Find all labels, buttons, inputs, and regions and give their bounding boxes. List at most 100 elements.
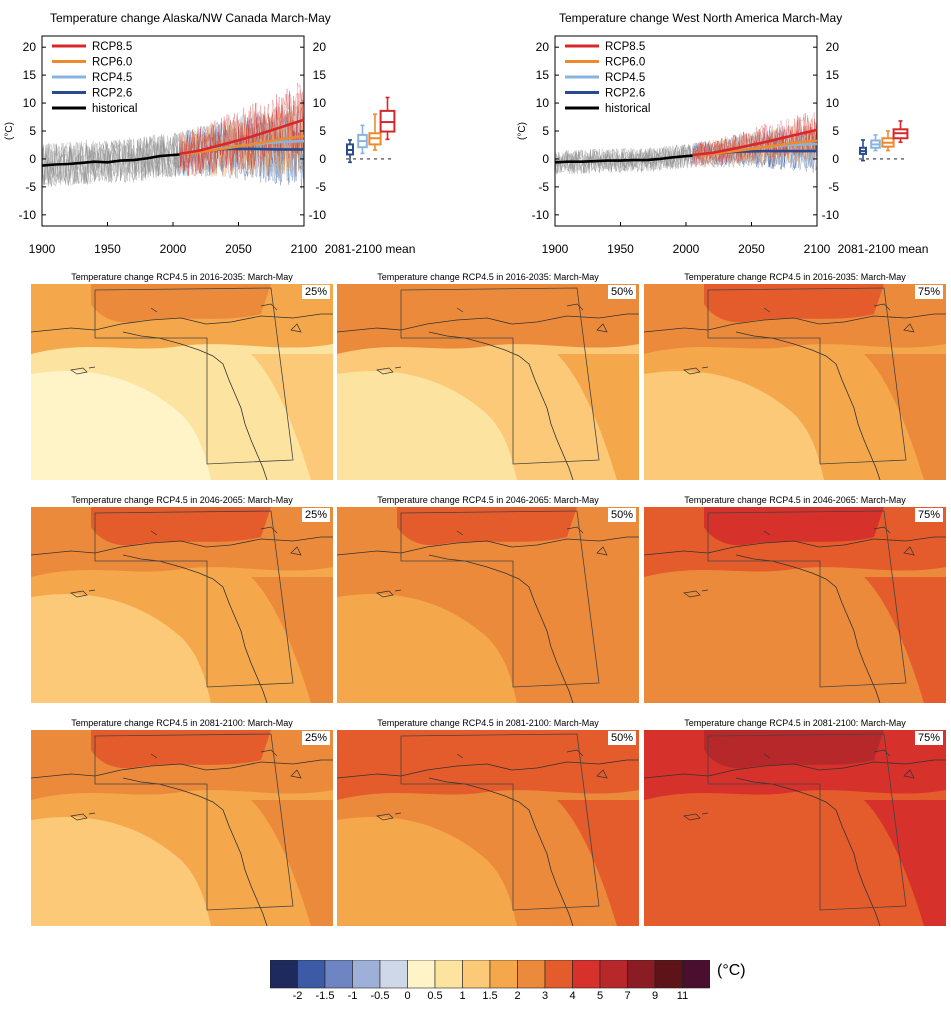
legend-label: RCP4.5 (605, 72, 645, 84)
map-interior-warm (251, 354, 333, 480)
map-cool-region (644, 593, 824, 703)
timeseries-panel-alaska: Temperature change Alaska/NW Canada Marc… (0, 0, 470, 262)
y-tick-label-right: 5 (319, 124, 326, 138)
islands (683, 303, 915, 375)
timeseries-chart-alaska: 20 20 15 15 10 10 5 5 0 0 -5 -5 -10 -10 1900 1950 2000 20… (4, 35, 415, 256)
rcp60-mean-line (179, 134, 305, 156)
percentile-label: 25% (302, 508, 331, 522)
map-title: Temperature change RCP4.5 in 2046-2065: … (377, 495, 599, 505)
region-box (94, 733, 294, 911)
rcp60-spread-line (692, 125, 818, 167)
historical-spread-line (554, 146, 693, 173)
map-interior-warm (557, 577, 639, 703)
map-field (337, 507, 639, 703)
colorbar-swatches (270, 960, 710, 989)
map-title: Temperature change RCP4.5 in 2046-2065: … (684, 495, 906, 505)
y-tick-label: 0 (542, 152, 549, 166)
y-tick-label: 20 (23, 40, 37, 54)
legend-label: RCP6.0 (92, 57, 132, 69)
colorbar-swatch (434, 960, 463, 989)
map-title: Temperature change RCP4.5 in 2081-2100: … (377, 718, 599, 728)
colorbar-label: 7 (624, 990, 631, 1002)
historical-mean-line (554, 154, 693, 164)
colorbar-label: -0.5 (370, 990, 390, 1002)
rcp26-spread-line (179, 113, 305, 186)
rcp26-spread-line (692, 133, 818, 171)
timeseries-chart-west-north-america: 20 20 15 15 10 10 5 5 0 0 -5 -5 -10 -10 1900 1950 2000 20… (517, 35, 929, 256)
map-hot-region (704, 507, 884, 546)
map-interior-warm (864, 800, 946, 926)
rcp26-spread-line (179, 115, 305, 189)
map-panel (31, 730, 333, 926)
map-title: Temperature change RCP4.5 in 2016-2035: … (377, 272, 599, 282)
islands (376, 303, 608, 375)
islands (683, 749, 915, 821)
y-tick-label: 15 (23, 68, 37, 82)
y-tick-label-right: -10 (822, 208, 840, 222)
region-box (400, 287, 600, 465)
map-panel (644, 730, 946, 926)
map-title: Temperature change RCP4.5 in 2046-2065: … (71, 495, 293, 505)
coastline (337, 759, 639, 926)
colorbar-label: -1 (347, 990, 358, 1002)
boxplot-label: 2081-2100 mean (838, 242, 929, 256)
colorbar-label: 4 (569, 990, 576, 1002)
y-axis-label: (°C) (4, 122, 15, 140)
y-tick-label-right: 0 (832, 152, 839, 166)
percentile-label: 75% (915, 731, 944, 745)
colorbar-swatch (517, 960, 546, 989)
colorbar-swatch (682, 960, 710, 989)
map-title: Temperature change RCP4.5 in 2016-2035: … (684, 272, 906, 282)
colorbar-label: 0.5 (427, 990, 443, 1002)
map-field (644, 507, 946, 703)
rcp60-spread-line (692, 122, 818, 168)
colorbar-label: -2 (292, 990, 303, 1002)
y-tick-label: 15 (536, 68, 550, 82)
y-tick-label: 5 (29, 124, 36, 138)
colorbar-label: 1.5 (482, 990, 498, 1002)
y-tick-label: 10 (536, 96, 550, 110)
colorbar-label: 1 (459, 990, 466, 1002)
rcp85-spread-line (692, 117, 818, 165)
colorbar-label: 3 (541, 990, 549, 1002)
x-tick-label: 1900 (29, 242, 56, 256)
map-interior-warm (557, 354, 639, 480)
colorbar-swatch (627, 960, 656, 989)
colorbar-swatch (654, 960, 683, 989)
x-tick-label: 2100 (804, 242, 831, 256)
chart-title: Temperature change West North America Ma… (559, 11, 843, 25)
rcp60-spread-line (179, 102, 305, 176)
colorbar-swatch (544, 960, 573, 989)
region-box (707, 287, 907, 465)
region-box (400, 510, 600, 688)
legend-label: RCP4.5 (92, 72, 132, 84)
y-tick-label-right: 15 (826, 68, 840, 82)
percentile-label: 50% (608, 508, 637, 522)
map-cool-region (644, 816, 824, 926)
x-tick-label: 2050 (738, 242, 765, 256)
y-tick-label: 20 (536, 40, 550, 54)
colorbar-swatch (489, 960, 518, 989)
rcp26-spread-line (692, 130, 818, 172)
region-box (94, 510, 294, 688)
colorbar-swatch (462, 960, 491, 989)
map-panel (644, 507, 946, 703)
map-cool-region (31, 593, 211, 703)
y-tick-label-right: 15 (313, 68, 327, 82)
y-tick-label: 10 (23, 96, 37, 110)
y-tick-label-right: 20 (313, 40, 327, 54)
islands (70, 526, 302, 598)
map-title: Temperature change RCP4.5 in 2081-2100: … (684, 718, 906, 728)
percentile-label: 75% (915, 508, 944, 522)
map-field (337, 730, 639, 926)
map-field (31, 507, 333, 703)
map-hot-region (397, 284, 577, 323)
y-axis-label: (°C) (517, 122, 528, 140)
rcp45-spread-line (692, 125, 818, 168)
y-tick-label-right: 5 (832, 124, 839, 138)
legend-label: RCP8.5 (92, 41, 132, 53)
legend-label: RCP8.5 (605, 41, 645, 53)
map-field (337, 284, 639, 480)
percentile-label: 75% (915, 285, 944, 299)
islands (70, 303, 302, 375)
